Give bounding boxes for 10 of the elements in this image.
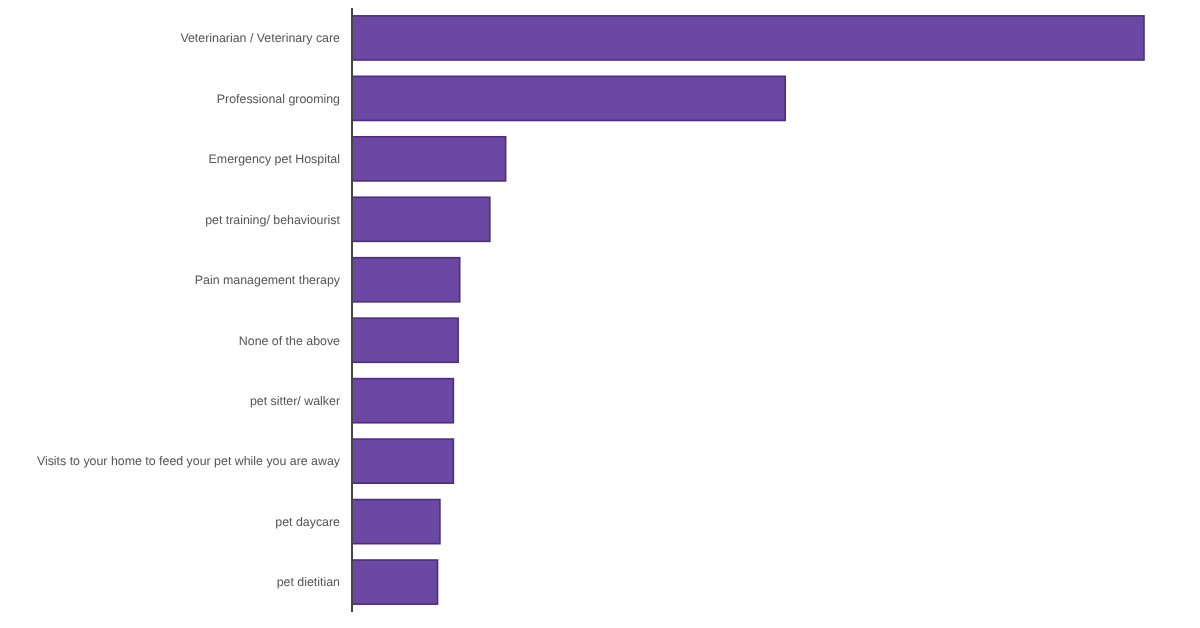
bar xyxy=(351,559,439,605)
bar xyxy=(351,196,491,243)
bar xyxy=(351,256,461,303)
bar xyxy=(351,75,787,122)
bar xyxy=(351,317,459,364)
bar xyxy=(351,498,441,545)
bar xyxy=(351,15,1145,61)
bar xyxy=(351,438,455,485)
bar xyxy=(351,377,455,424)
bar xyxy=(351,135,507,182)
